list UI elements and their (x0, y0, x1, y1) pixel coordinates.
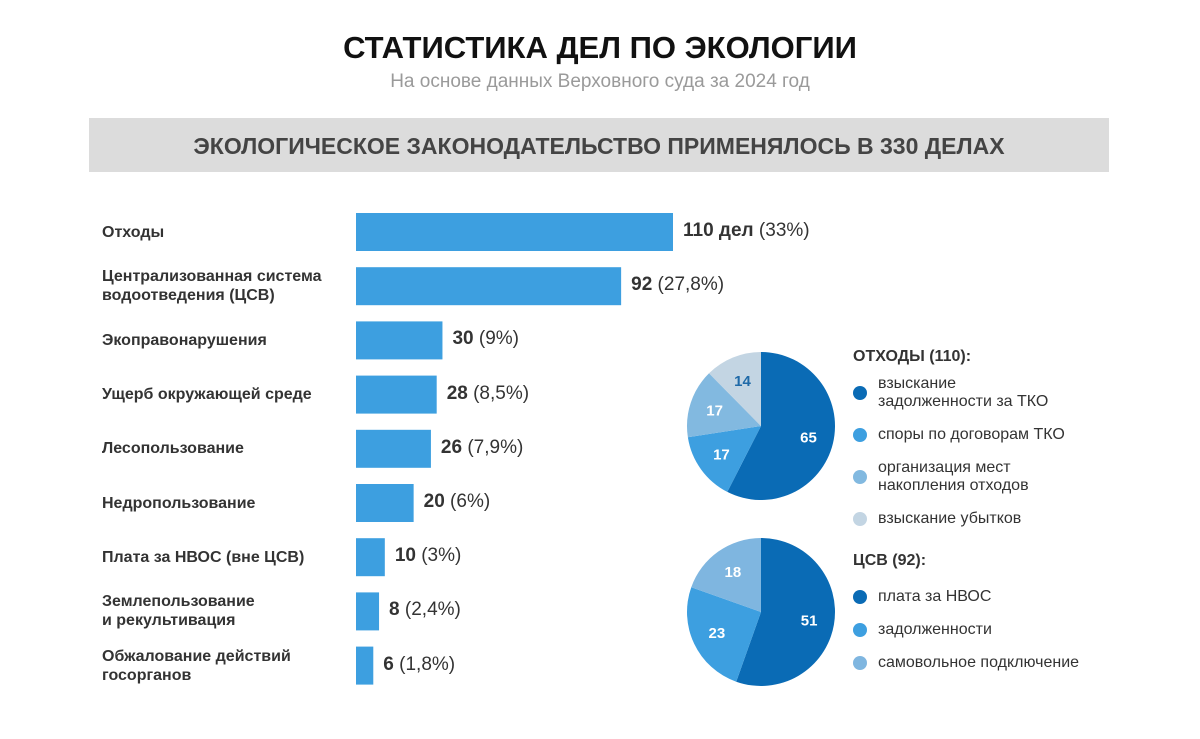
percent-label: (6%) (450, 491, 491, 512)
slice-label: 17 (713, 447, 730, 464)
legend-marker (853, 512, 867, 526)
value-label-group: 92 (27,8%) (631, 274, 724, 296)
value-label-group: 6 (1,8%) (383, 654, 455, 676)
value-label: 30 (452, 328, 474, 350)
percent-label: (1,8%) (399, 653, 456, 675)
slice-label: 17 (706, 403, 723, 420)
legend-marker (853, 428, 867, 442)
category-label: Централизованная система водоотведения (… (102, 268, 322, 305)
pie-slice (687, 587, 761, 682)
value-label: 6 (383, 653, 394, 675)
category-label: Отходы (102, 223, 165, 241)
pie-slice (709, 352, 761, 426)
category-label: Плата за НВОС (вне ЦСВ) (102, 548, 305, 566)
legend-label: споры по договорам ТКО (878, 426, 1065, 443)
pie-slice (691, 538, 761, 612)
bar (356, 321, 443, 360)
value-label-group: 30 (9%) (452, 328, 519, 350)
slice-label: 14 (734, 373, 751, 390)
value-label: 92 (631, 274, 653, 296)
category-label: Недропользование (102, 494, 256, 512)
page-subtitle: На основе данных Верховного суда за 2024… (390, 71, 810, 92)
category-label: Экоправонарушения (102, 331, 267, 349)
value-label: 110 дел (683, 220, 754, 241)
percent-label: (7,9%) (467, 436, 524, 458)
pie-slice (736, 538, 836, 686)
page-title: СТАТИСТИКА ДЕЛ ПО ЭКОЛОГИИ (343, 30, 857, 65)
value-label: 10 (394, 545, 416, 567)
legend-marker (853, 470, 867, 484)
percent-label: (3%) (421, 545, 462, 567)
bar (356, 429, 431, 468)
legend-marker (853, 623, 867, 637)
legend-label: задолженности (878, 621, 992, 638)
value-label: 20 (423, 491, 445, 512)
banner-text: ЭКОЛОГИЧЕСКОЕ ЗАКОНОДАТЕЛЬСТВО ПРИМЕНЯЛО… (193, 133, 1005, 159)
bar (356, 484, 414, 522)
legend-marker (853, 386, 867, 400)
legend-label: плата за НВОС (878, 588, 992, 605)
value-label: 28 (446, 382, 468, 404)
bar (356, 213, 673, 251)
category-label: Лесопользование (102, 440, 244, 458)
banner-background (89, 118, 1109, 172)
value-label-group: 110 дел (33%) (683, 220, 810, 242)
value-label-group: 28 (8,5%) (447, 383, 529, 405)
value-label-group: 10 (3%) (395, 545, 462, 567)
legend-label: организация мест накопления отходов (878, 459, 1029, 494)
legend-label: взыскание задолженности за ТКО (878, 375, 1049, 410)
category-label: Землепользование и рекультивация (102, 593, 255, 630)
bar (356, 267, 622, 306)
slice-label: 51 (801, 612, 818, 629)
legend-marker (853, 656, 867, 670)
value-label: 8 (389, 599, 400, 621)
pie-slice (687, 426, 761, 492)
legend-title: ЦСВ (92): (853, 552, 927, 569)
slice-label: 65 (800, 429, 817, 446)
percent-label: (33%) (758, 220, 810, 241)
legend-title: ОТХОДЫ (110): (853, 348, 972, 365)
bar (356, 646, 374, 685)
bar (356, 375, 437, 414)
value-label-group: 26 (7,9%) (441, 437, 523, 459)
legend-marker (853, 590, 867, 604)
slice-label: 18 (724, 564, 741, 581)
value-label-group: 20 (6%) (424, 491, 491, 513)
percent-label: (27,8%) (657, 274, 725, 296)
legend-label: самовольное подключение (878, 654, 1080, 671)
bar (356, 592, 380, 631)
category-label: Ущерб окружающей среде (102, 386, 312, 404)
percent-label: (9%) (478, 328, 519, 350)
value-label: 26 (440, 436, 463, 458)
value-label-group: 8 (2,4%) (389, 599, 461, 621)
slice-label: 23 (709, 625, 726, 642)
pie-slice (727, 352, 836, 501)
bar (356, 538, 385, 577)
percent-label: (2,4%) (404, 599, 461, 621)
percent-label: (8,5%) (473, 382, 530, 404)
legend-label: взыскание убытков (878, 510, 1022, 527)
pie-slice (687, 373, 761, 438)
category-label: Обжалование действий госорганов (102, 647, 291, 684)
